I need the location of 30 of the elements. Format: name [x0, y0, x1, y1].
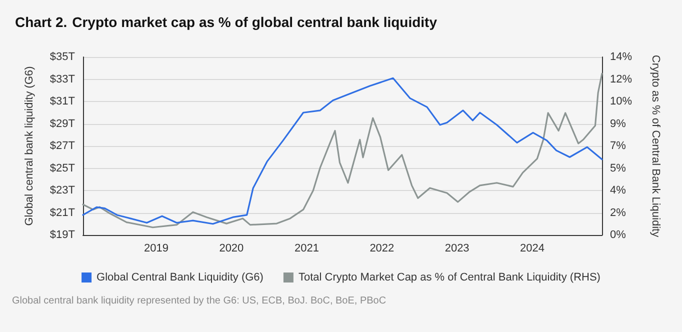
legend-label: Global Central Bank Liquidity (G6) [96, 272, 264, 284]
y-tick-label: $33T [50, 73, 76, 86]
y-axis-title: Global central bank liquidity (G6) [24, 66, 36, 226]
x-tick-label: 2024 [520, 242, 544, 254]
y2-tick-label: 12% [610, 73, 632, 86]
y2-tick-label: 4% [610, 184, 626, 196]
y2-tick-label: 5% [610, 162, 626, 174]
y2-tick-label: 10% [610, 96, 632, 108]
y-tick-label: $29T [50, 118, 76, 130]
y-tick-label: $31T [50, 96, 76, 108]
x-tick-label: 2020 [219, 242, 244, 254]
y2-tick-label: 7% [610, 140, 626, 152]
text: Global central bank liquidity represented by the G6: US, ECB, BoJ. BoC, BoE, PBoC [12, 296, 386, 306]
legend-label: Total Crypto Market Cap as % of Central Bank Liquidity (RHS) [298, 272, 600, 284]
y2-tick-label: 0% [610, 229, 626, 241]
y-tick-label: $23T [50, 184, 76, 196]
y-tick-label: $35T [50, 51, 76, 63]
y-tick-label: $27T [50, 140, 76, 152]
y2-axis-title: Crypto as % of Central Bank Liquidity [650, 54, 662, 238]
y-tick-label: $19T [50, 229, 76, 241]
y-tick-label: $21T [50, 206, 76, 219]
y2-tick-label: 2% [610, 206, 626, 219]
y-tick-label: $25T [50, 162, 76, 174]
x-tick-label: 2021 [294, 242, 320, 254]
x-tick-label: 2022 [370, 242, 394, 254]
y2-tick-label: 14% [610, 51, 632, 63]
chart-title: Chart 2. Crypto market cap as % of global central bank liquidity [15, 14, 438, 30]
y2-tick-label: 9% [610, 118, 626, 130]
x-tick-label: 2023 [444, 242, 470, 254]
x-tick-label: 2019 [144, 242, 169, 254]
